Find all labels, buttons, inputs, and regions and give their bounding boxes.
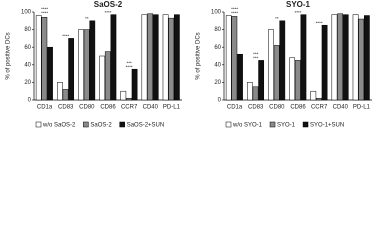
significance-label: *** [253, 52, 259, 57]
legend-swatch [35, 121, 42, 128]
bar [316, 97, 322, 101]
legend-swatch [269, 121, 276, 128]
bar [173, 14, 180, 101]
x-tick-label: CD83 [58, 105, 74, 111]
y-tick-label: 20 [24, 80, 31, 86]
x-tick-label: CCR7 [121, 105, 138, 111]
legend-label: w/o SYO-1 [232, 123, 263, 129]
chart-title: SYO-1 [286, 0, 311, 9]
bar [268, 29, 274, 101]
x-tick-label: CD83 [248, 105, 264, 111]
bar [126, 97, 132, 101]
bar [321, 24, 328, 101]
significance-label: **** [126, 64, 133, 69]
legend-label: SaOS-2+SUN [127, 123, 165, 129]
bar [104, 51, 111, 101]
x-tick-label: CD40 [333, 105, 349, 111]
legend-swatch [119, 121, 125, 128]
significance-label: **** [316, 20, 323, 25]
y-tick-label: 80 [214, 27, 221, 33]
bar [78, 29, 84, 101]
bar [110, 14, 117, 101]
bar [225, 15, 232, 101]
bar [289, 57, 296, 101]
bar [47, 46, 53, 101]
figure: SaOS-2 % of positive DCs 0 20 40 60 80 100 CD1a C… [6, 0, 372, 129]
bar [152, 14, 159, 101]
legend-swatch [225, 121, 232, 128]
x-tick-label: CD1a [37, 105, 53, 111]
x-tick-label: CD80 [79, 105, 95, 111]
x-tick-label: CD86 [100, 105, 116, 111]
bar [147, 13, 153, 101]
bar [363, 15, 370, 101]
significance-label: ** [85, 16, 89, 21]
bar [68, 38, 75, 101]
bar [331, 14, 338, 101]
y-tick-label: 60 [214, 45, 221, 51]
bar [131, 68, 138, 101]
legend-swatch [302, 121, 309, 128]
significance-label: ** [275, 16, 279, 21]
legend-swatch [83, 121, 89, 128]
y-tick-label: 40 [24, 62, 31, 68]
bar [342, 14, 349, 101]
significance-label: **** [41, 11, 48, 16]
bar [294, 60, 301, 101]
y-axis-label: % of positive DCs [196, 32, 202, 79]
significance-label: **** [294, 10, 301, 15]
bar [252, 86, 259, 101]
chart-title: SaOS-2 [94, 0, 123, 9]
bar [258, 60, 265, 101]
legend-label: w/o SaOS-2 [42, 123, 76, 129]
bar [337, 13, 343, 101]
legend-label: SaOS-2 [90, 123, 112, 129]
significance-label: **** [231, 11, 238, 16]
y-tick-label: 0 [218, 98, 222, 104]
legend-label: SYO-1+SUN [310, 123, 344, 129]
x-tick-label: PD-L1 [353, 105, 371, 111]
bar [141, 14, 148, 101]
x-tick-label: CD40 [143, 105, 159, 111]
bar [99, 55, 106, 101]
x-tick-label: CCR7 [311, 105, 328, 111]
y-tick-label: 100 [211, 10, 222, 16]
x-tick-label: CD86 [290, 105, 306, 111]
significance-label: **** [104, 10, 111, 15]
significance-label: **** [231, 7, 238, 12]
y-tick-label: 100 [21, 10, 32, 16]
legend-label: SYO-1 [277, 123, 296, 129]
bar [247, 82, 253, 101]
bar [358, 18, 365, 101]
bar [35, 15, 42, 101]
y-axis-label: % of positive DCs [6, 32, 12, 79]
y-tick-label: 80 [24, 27, 31, 33]
bar [120, 90, 127, 101]
bar [162, 14, 169, 101]
x-tick-label: CD1a [227, 105, 243, 111]
bar [168, 17, 175, 101]
x-tick-label: CD80 [269, 105, 285, 111]
bar [83, 29, 90, 101]
bar [300, 14, 307, 101]
bar [41, 17, 48, 101]
bar [352, 14, 359, 101]
bar [57, 82, 63, 101]
significance-label: **** [62, 34, 69, 39]
y-tick-label: 20 [214, 80, 221, 86]
x-tick-label: PD-L1 [163, 105, 181, 111]
bar [62, 89, 69, 101]
bar [279, 20, 286, 101]
bar [231, 16, 238, 101]
y-tick-label: 0 [28, 98, 32, 104]
y-tick-label: 40 [214, 62, 221, 68]
significance-label: **** [41, 7, 48, 12]
bar [310, 90, 317, 101]
significance-label: *** [127, 60, 133, 65]
bar [89, 20, 96, 101]
significance-label: *** [253, 56, 259, 61]
bar [273, 45, 280, 101]
y-tick-label: 60 [24, 45, 31, 51]
bar [237, 53, 243, 101]
